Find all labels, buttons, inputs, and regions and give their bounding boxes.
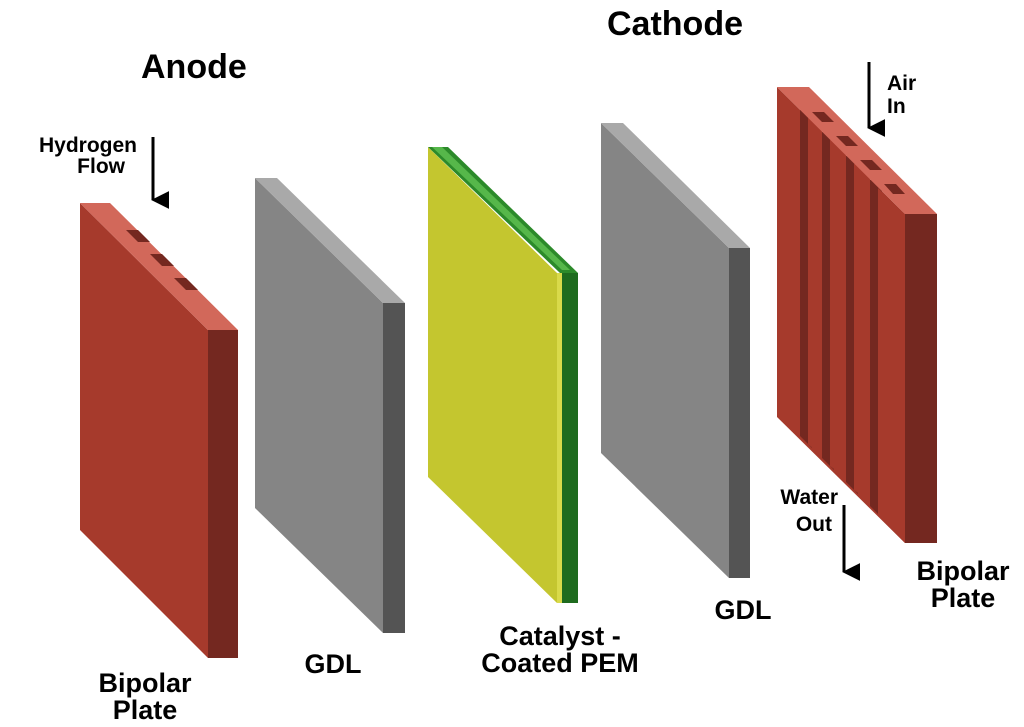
- air-in-label: Air In: [887, 73, 916, 117]
- anode-bipolar-plate: [80, 203, 238, 658]
- cathode-gdl-label: GDL: [714, 595, 772, 625]
- water-out-label-line2: Out: [795, 513, 832, 536]
- cathode-plate-ribs: [800, 110, 905, 543]
- cathode-plate-side-face: [905, 214, 937, 543]
- anode-label: Anode: [141, 48, 247, 86]
- cathode-label: Cathode: [607, 5, 743, 43]
- cathode-gdl: [601, 123, 750, 578]
- anode-plate-channels: [126, 230, 198, 290]
- pem-label-line1: Catalyst -: [499, 621, 621, 651]
- catalyst-coated-pem: [428, 147, 578, 603]
- cathode-bipolar-plate-label-line2: Plate: [930, 583, 996, 613]
- anode-bipolar-plate-label-line1: Bipolar: [98, 668, 192, 698]
- pem-yellow-edge: [557, 273, 562, 603]
- pem-green-side-face: [560, 273, 578, 603]
- anode-bipolar-plate-label: Bipolar Plate: [85, 670, 205, 724]
- anode-gdl: [255, 178, 405, 633]
- cathode-bipolar-plate: [777, 87, 937, 543]
- anode-plate-top-face: [80, 203, 238, 330]
- anode-bipolar-plate-label-line2: Plate: [112, 695, 178, 725]
- pem-front-face: [428, 147, 557, 603]
- cathode-plate-top-face: [777, 87, 937, 214]
- cathode-gdl-top-face: [601, 123, 750, 248]
- water-out-label-line1: Water: [780, 486, 838, 509]
- hydrogen-flow-label-line1: Hydrogen: [38, 134, 137, 157]
- cathode-gdl-front-face: [601, 123, 729, 578]
- water-out-label: Water Out: [752, 487, 838, 535]
- pem-green-top-highlight: [432, 147, 570, 270]
- anode-plate-front-face: [80, 203, 208, 658]
- anode-plate-side-face: [208, 330, 238, 658]
- cathode-gdl-side-face: [729, 248, 750, 578]
- anode-gdl-top-face: [255, 178, 405, 303]
- air-in-label-line2: In: [887, 95, 906, 118]
- cathode-plate-top-notches: [812, 112, 905, 194]
- anode-gdl-label: GDL: [304, 649, 362, 679]
- air-in-label-line1: Air: [887, 72, 917, 95]
- hydrogen-flow-label-line2: Flow: [77, 155, 125, 178]
- anode-gdl-side-face: [383, 303, 405, 633]
- cathode-bipolar-plate-label: Bipolar Plate: [900, 558, 1024, 612]
- anode-gdl-front-face: [255, 178, 383, 633]
- pem-label: Catalyst - Coated PEM: [455, 623, 665, 677]
- hydrogen-flow-label: Hydrogen Flow: [10, 135, 137, 177]
- cathode-bipolar-plate-label-line1: Bipolar: [916, 556, 1010, 586]
- pem-label-line2: Coated PEM: [481, 648, 639, 678]
